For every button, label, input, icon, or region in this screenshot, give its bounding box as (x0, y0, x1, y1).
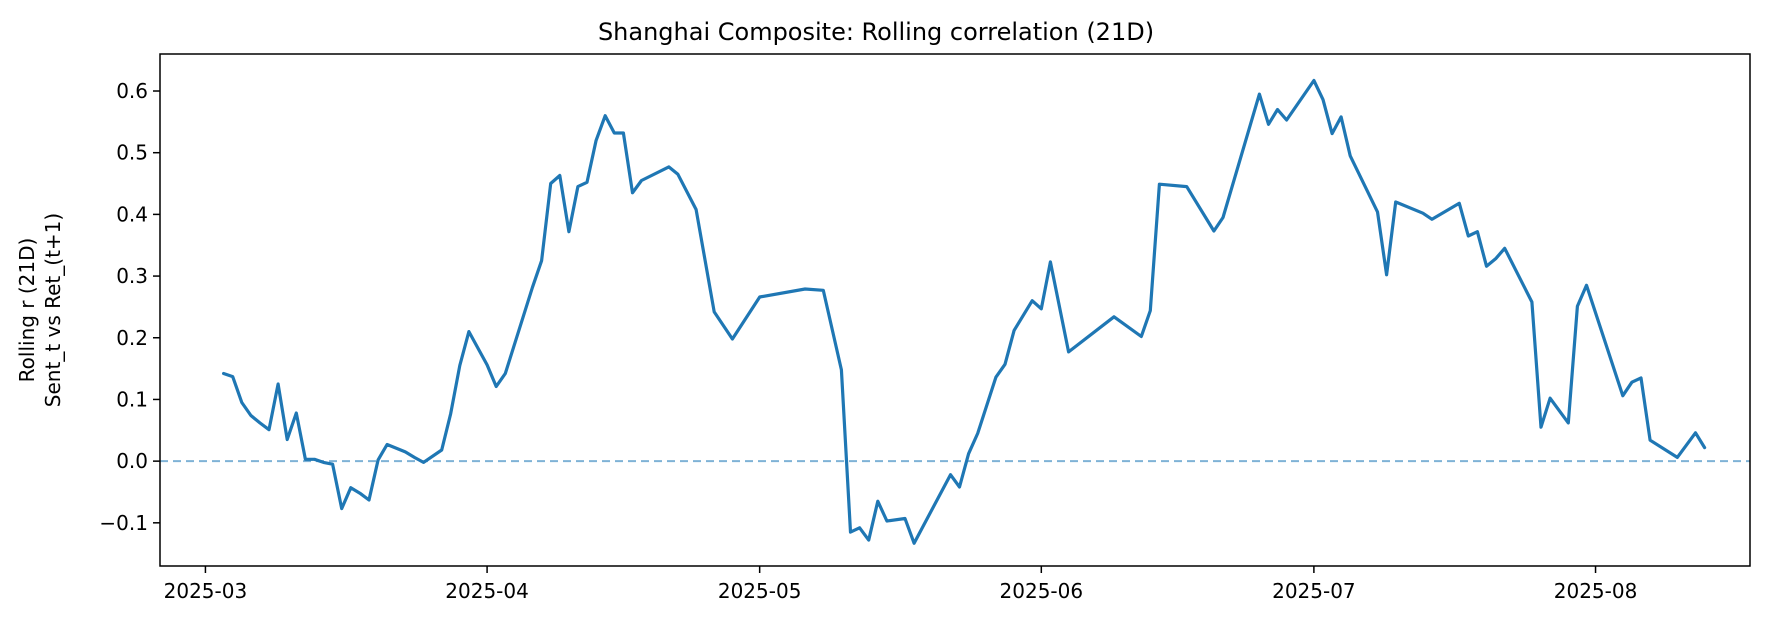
y-axis-label: Rolling r (21D) Sent_t vs Ret_(t+1) (15, 213, 65, 407)
y-axis-label-line: Sent_t vs Ret_(t+1) (41, 213, 65, 407)
x-tick-label: 2025-03 (164, 579, 248, 603)
x-tick-label: 2025-04 (445, 579, 529, 603)
x-tick-label: 2025-08 (1554, 579, 1638, 603)
y-tick-label: 0.0 (116, 449, 148, 473)
x-axis: 2025-03 2025-04 2025-05 2025-06 2025-07 2025-… (164, 566, 1638, 603)
chart-title: Shanghai Composite: Rolling correlation … (598, 18, 1154, 46)
series-line-0 (222, 78, 1707, 545)
x-tick-label: 2025-05 (718, 579, 802, 603)
x-tick-label: 2025-07 (1272, 579, 1356, 603)
x-tick-label: 2025-06 (1000, 579, 1084, 603)
y-tick-label: 0.5 (116, 141, 148, 165)
y-tick-label: 0.1 (116, 387, 148, 411)
y-tick-label: 0.6 (116, 79, 148, 103)
y-tick-label: 0.3 (116, 264, 148, 288)
plot-frame (159, 53, 1751, 567)
y-tick-label: −0.1 (99, 511, 148, 535)
y-axis-label-line: Rolling r (21D) (15, 238, 39, 383)
y-tick-label: 0.4 (116, 202, 148, 226)
y-axis: −0.1 0.0 0.1 0.2 0.3 0.4 0.5 0.6 (99, 79, 160, 535)
y-tick-label: 0.2 (116, 326, 148, 350)
series-layer (222, 78, 1707, 545)
